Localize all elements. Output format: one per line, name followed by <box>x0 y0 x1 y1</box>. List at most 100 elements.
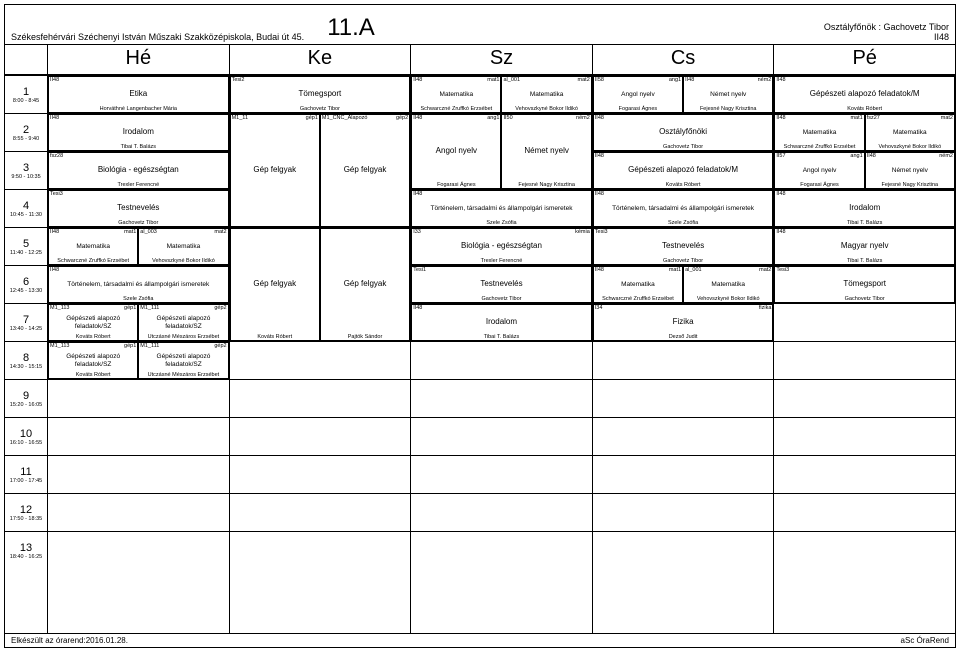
class-title: 11.A <box>301 14 401 42</box>
ke5a: Gép felgyakKováts Róbert <box>230 228 320 341</box>
cs2: II48OsztályfőnökiGachovetz Tibor <box>593 114 774 151</box>
tch: Schwarczné Zruffkó Erzsébet <box>412 106 500 112</box>
pe1: II48Gépészeti alapozó feladatok/MKováts … <box>774 76 955 113</box>
tch: Tibai T. Balázs <box>49 144 228 150</box>
footer-left: Elkészült az órarend:2016.01.28. <box>11 636 128 645</box>
tch: Fejesné Nagy Krisztina <box>866 182 954 188</box>
cs4: II48Történelem, társadalmi és állampolgá… <box>593 190 774 227</box>
pe2b: fsz27mat2MatematikaVehovszkyné Bokor Ild… <box>865 114 955 151</box>
he8a: M1_113gép1Gépészeti alapozó feladatok/SZ… <box>48 342 138 379</box>
tch: Vehovszkyné Bokor Ildikó <box>684 296 772 302</box>
p4t: 10:45 - 11:30 <box>10 212 42 218</box>
sub: Gép felgyak <box>231 115 319 226</box>
p12t: 17:50 - 18:35 <box>10 516 42 522</box>
he5b: al_003mat2MatematikaVehovszkyné Bokor Il… <box>138 228 228 265</box>
tch: Trexler Ferencné <box>49 182 228 188</box>
p7n: 7 <box>23 314 29 326</box>
p13n: 13 <box>20 542 32 554</box>
tch: Gachovetz Tibor <box>594 258 773 264</box>
tch: Dezső Judit <box>594 334 773 340</box>
p6t: 12:45 - 13:30 <box>10 288 42 294</box>
sub: Gép felgyak <box>321 229 409 340</box>
tch: Kováts Róbert <box>49 334 137 340</box>
p11n: 11 <box>20 466 31 478</box>
school-name: Székesfehérvári Széchenyi István Műszaki… <box>11 32 321 42</box>
cs1a: II58ang1Angol nyelvFogarasi Ágnes <box>593 76 683 113</box>
p5t: 11:40 - 12:25 <box>10 250 42 256</box>
p1t: 8:00 - 8:45 <box>13 98 39 104</box>
pe2a: II48mat1MatematikaSchwarczné Zruffkó Erz… <box>774 114 864 151</box>
p11t: 17:00 - 17:45 <box>10 478 42 484</box>
day-ke: Ke <box>229 45 411 74</box>
he7b: M1_111gép2Gépészeti alapozó feladatok/SZ… <box>138 304 228 341</box>
ke5b: Gép felgyakPajtók Sándor <box>320 228 410 341</box>
tch: Szele Zsófia <box>594 220 773 226</box>
day-cs: Cs <box>592 45 774 74</box>
sub: Angol nyelv <box>412 115 500 188</box>
tch: Pajtók Sándor <box>321 334 409 340</box>
pe3a: II57ang1Angol nyelvFogarasi Ágnes <box>774 152 864 189</box>
p1n: 1 <box>23 86 29 98</box>
cs3: II48Gépészeti alapozó feladatok/MKováts … <box>593 152 774 189</box>
p3t: 9:50 - 10:35 <box>11 174 40 180</box>
tch: Gachovetz Tibor <box>412 296 591 302</box>
sz1b: al_001mat2MatematikaVehovszkyné Bokor Il… <box>501 76 591 113</box>
cs7: I34fizikaFizikaDezső Judit <box>593 304 774 341</box>
pe3b: II48ném2Német nyelvFejesné Nagy Krisztin… <box>865 152 955 189</box>
tch: Tibai T. Balázs <box>775 258 954 264</box>
day-pe: Pé <box>773 45 955 74</box>
tch: Kováts Róbert <box>49 372 137 378</box>
day-sz: Sz <box>410 45 592 74</box>
p9t: 15:20 - 16:05 <box>10 402 42 408</box>
p6n: 6 <box>23 276 29 288</box>
tch: Gachovetz Tibor <box>49 220 228 226</box>
sub: Gép felgyak <box>321 115 409 226</box>
p13t: 18:40 - 16:25 <box>10 554 42 560</box>
tch: Gachovetz Tibor <box>775 296 954 302</box>
sz2b: II50ném2Német nyelvFejesné Nagy Krisztin… <box>501 114 591 189</box>
he5a: II48mat1MatematikaSchwarczné Zruffkó Erz… <box>48 228 138 265</box>
p12n: 12 <box>20 504 32 516</box>
day-header-row: Hé Ke Sz Cs Pé <box>5 45 955 75</box>
tch: Fogarasi Ágnes <box>775 182 863 188</box>
sz5: I33kémiaBiológia - egészségtanTrexler Fe… <box>411 228 592 265</box>
cs6a: II48mat1MatematikaSchwarczné Zruffkó Erz… <box>593 266 683 303</box>
he2: II48IrodalomTibai T. Balázs <box>48 114 229 151</box>
p2t: 8:55 - 9:40 <box>13 136 39 142</box>
footer-right: aSc ÓraRend <box>901 636 949 645</box>
pe4: II48IrodalomTibai T. Balázs <box>774 190 955 227</box>
cs5: Tesi3TestnevelésGachovetz Tibor <box>593 228 774 265</box>
tch: Horváthné Langenbacher Mária <box>49 106 228 112</box>
he4: Tesi3TestnevelésGachovetz Tibor <box>48 190 229 227</box>
days-body: II48EtikaHorváthné Langenbacher Mária II… <box>47 75 955 633</box>
p10t: 16:10 - 16:55 <box>10 440 42 446</box>
form-teacher-label: Osztályfőnök : <box>824 22 881 32</box>
p5n: 5 <box>23 238 29 250</box>
p8n: 8 <box>23 352 29 364</box>
p7t: 13:40 - 14:25 <box>10 326 42 332</box>
p4n: 4 <box>23 200 29 212</box>
sz1a: II48mat1MatematikaSchwarczné Zruffkó Erz… <box>411 76 501 113</box>
ke2b: M1_CNC_Alapozógép2Gép felgyak <box>320 114 410 227</box>
header: Székesfehérvári Széchenyi István Műszaki… <box>5 5 955 45</box>
pe5: II48Magyar nyelvTibai T. Balázs <box>774 228 955 265</box>
he8b: M1_111gép2Gépészeti alapozó feladatok/SZ… <box>138 342 228 379</box>
tch: Kováts Róbert <box>594 182 773 188</box>
ke1: Tesi2TömegsportGachovetz Tibor <box>230 76 411 113</box>
tch: Schwarczné Zruffkó Erzsébet <box>775 144 863 150</box>
tch: Gachovetz Tibor <box>594 144 773 150</box>
he6: II48Történelem, társadalmi és állampolgá… <box>48 266 229 303</box>
sz7: II48IrodalomTibai T. Balázs <box>411 304 592 341</box>
tch: Trexler Ferencné <box>412 258 591 264</box>
tch: Gachovetz Tibor <box>231 106 410 112</box>
col-he: II48EtikaHorváthné Langenbacher Mária II… <box>47 75 229 633</box>
p9n: 9 <box>23 390 29 402</box>
tch: Kováts Róbert <box>775 106 954 112</box>
pe6: Tesi3TömegsportGachovetz Tibor <box>774 266 955 303</box>
p8t: 14:30 - 15:15 <box>10 364 42 370</box>
form-teacher: Gachovetz Tibor <box>883 22 949 32</box>
tch: Schwarczné Zruffkó Erzsébet <box>49 258 137 264</box>
he1: II48EtikaHorváthné Langenbacher Mária <box>48 76 229 113</box>
col-cs: II58ang1Angol nyelvFogarasi Ágnes II48né… <box>592 75 774 633</box>
header-right: Osztályfőnök : Gachovetz Tibor II48 <box>824 22 949 42</box>
